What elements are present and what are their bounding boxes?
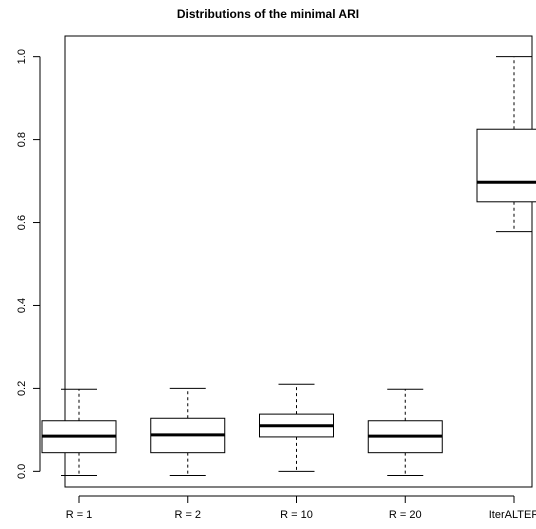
plot-frame — [64, 35, 533, 488]
box-2 — [150, 387, 226, 476]
chart-title: Distributions of the minimal ARI — [177, 7, 359, 21]
y-tick-label: 0.2 — [16, 381, 28, 396]
x-tick-label: R = 2 — [174, 509, 201, 521]
x-tick-label: R = 1 — [66, 509, 93, 521]
y-tick-label: 1.0 — [16, 49, 28, 64]
box-5 — [476, 56, 536, 233]
box-3 — [259, 383, 334, 472]
box-4 — [367, 388, 443, 476]
y-tick-label: 0.4 — [16, 298, 28, 313]
y-tick-label: 0.0 — [16, 464, 28, 479]
x-tick-label: IterALTER — [489, 509, 536, 521]
x-tick-label: R = 20 — [389, 509, 422, 521]
box-1 — [41, 388, 117, 476]
y-tick-label: 0.6 — [16, 215, 28, 230]
iqr-box — [476, 128, 536, 203]
y-tick-label: 0.8 — [16, 132, 28, 147]
x-tick-label: R = 10 — [280, 509, 313, 521]
